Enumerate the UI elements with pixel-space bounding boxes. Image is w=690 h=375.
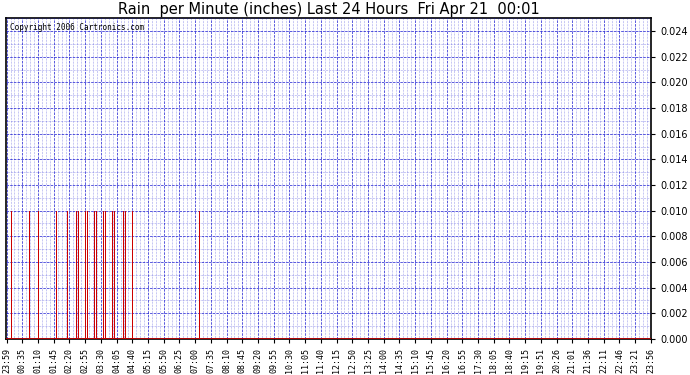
Title: Rain  per Minute (inches) Last 24 Hours  Fri Apr 21  00:01: Rain per Minute (inches) Last 24 Hours F… bbox=[118, 2, 540, 17]
Text: Copyright 2006 Cartronics.com: Copyright 2006 Cartronics.com bbox=[10, 23, 144, 32]
